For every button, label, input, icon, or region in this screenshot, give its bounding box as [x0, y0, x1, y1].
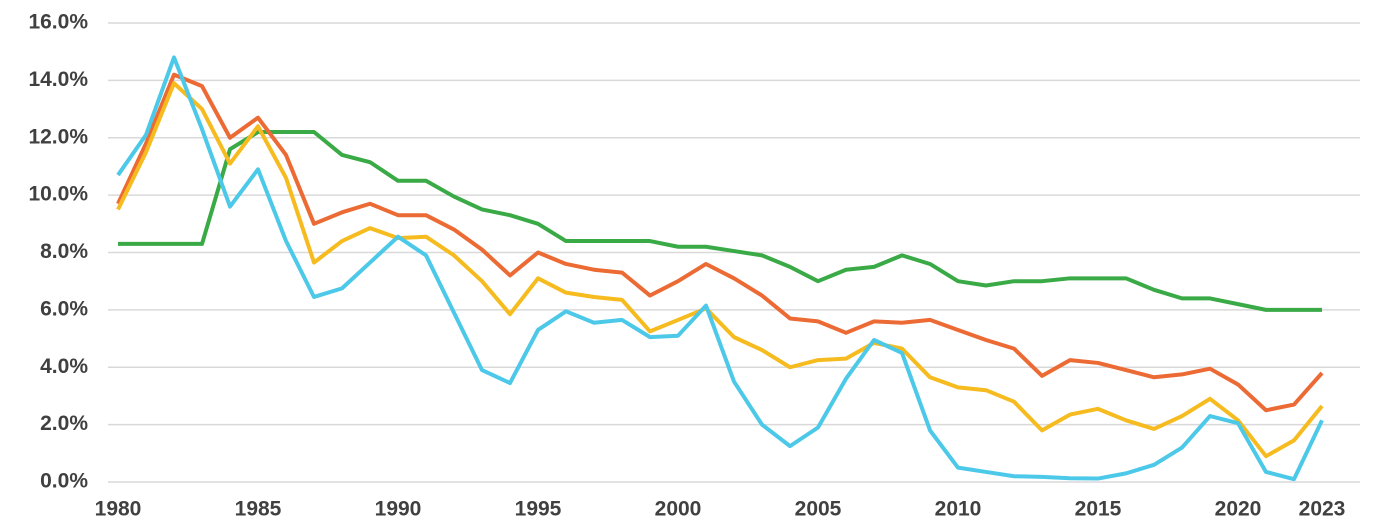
series-line: [116, 81, 1324, 459]
x-tick-label: 2000: [655, 498, 702, 521]
x-tick-label: 2010: [935, 498, 982, 521]
x-tick-label: 2023: [1299, 498, 1346, 521]
series-line: [118, 130, 1322, 312]
x-tick-label: 2015: [1075, 498, 1122, 521]
y-tick-label: 10.0%: [28, 183, 88, 206]
x-tick-label: 1990: [375, 498, 422, 521]
y-tick-label: 14.0%: [28, 68, 88, 91]
x-tick-label: 2020: [1215, 498, 1262, 521]
x-tick-label: 1980: [95, 498, 142, 521]
y-tick-label: 0.0%: [40, 470, 88, 493]
y-tick-label: 8.0%: [40, 240, 88, 263]
x-tick-label: 2005: [795, 498, 842, 521]
series-line: [116, 55, 1324, 482]
y-tick-label: 2.0%: [40, 412, 88, 435]
x-tick-label: 1985: [235, 498, 282, 521]
y-tick-label: 12.0%: [28, 125, 88, 148]
y-tick-label: 6.0%: [40, 297, 88, 320]
y-tick-label: 16.0%: [28, 11, 88, 34]
series-line: [116, 72, 1324, 413]
x-tick-label: 1995: [515, 498, 562, 521]
y-tick-label: 4.0%: [40, 355, 88, 378]
